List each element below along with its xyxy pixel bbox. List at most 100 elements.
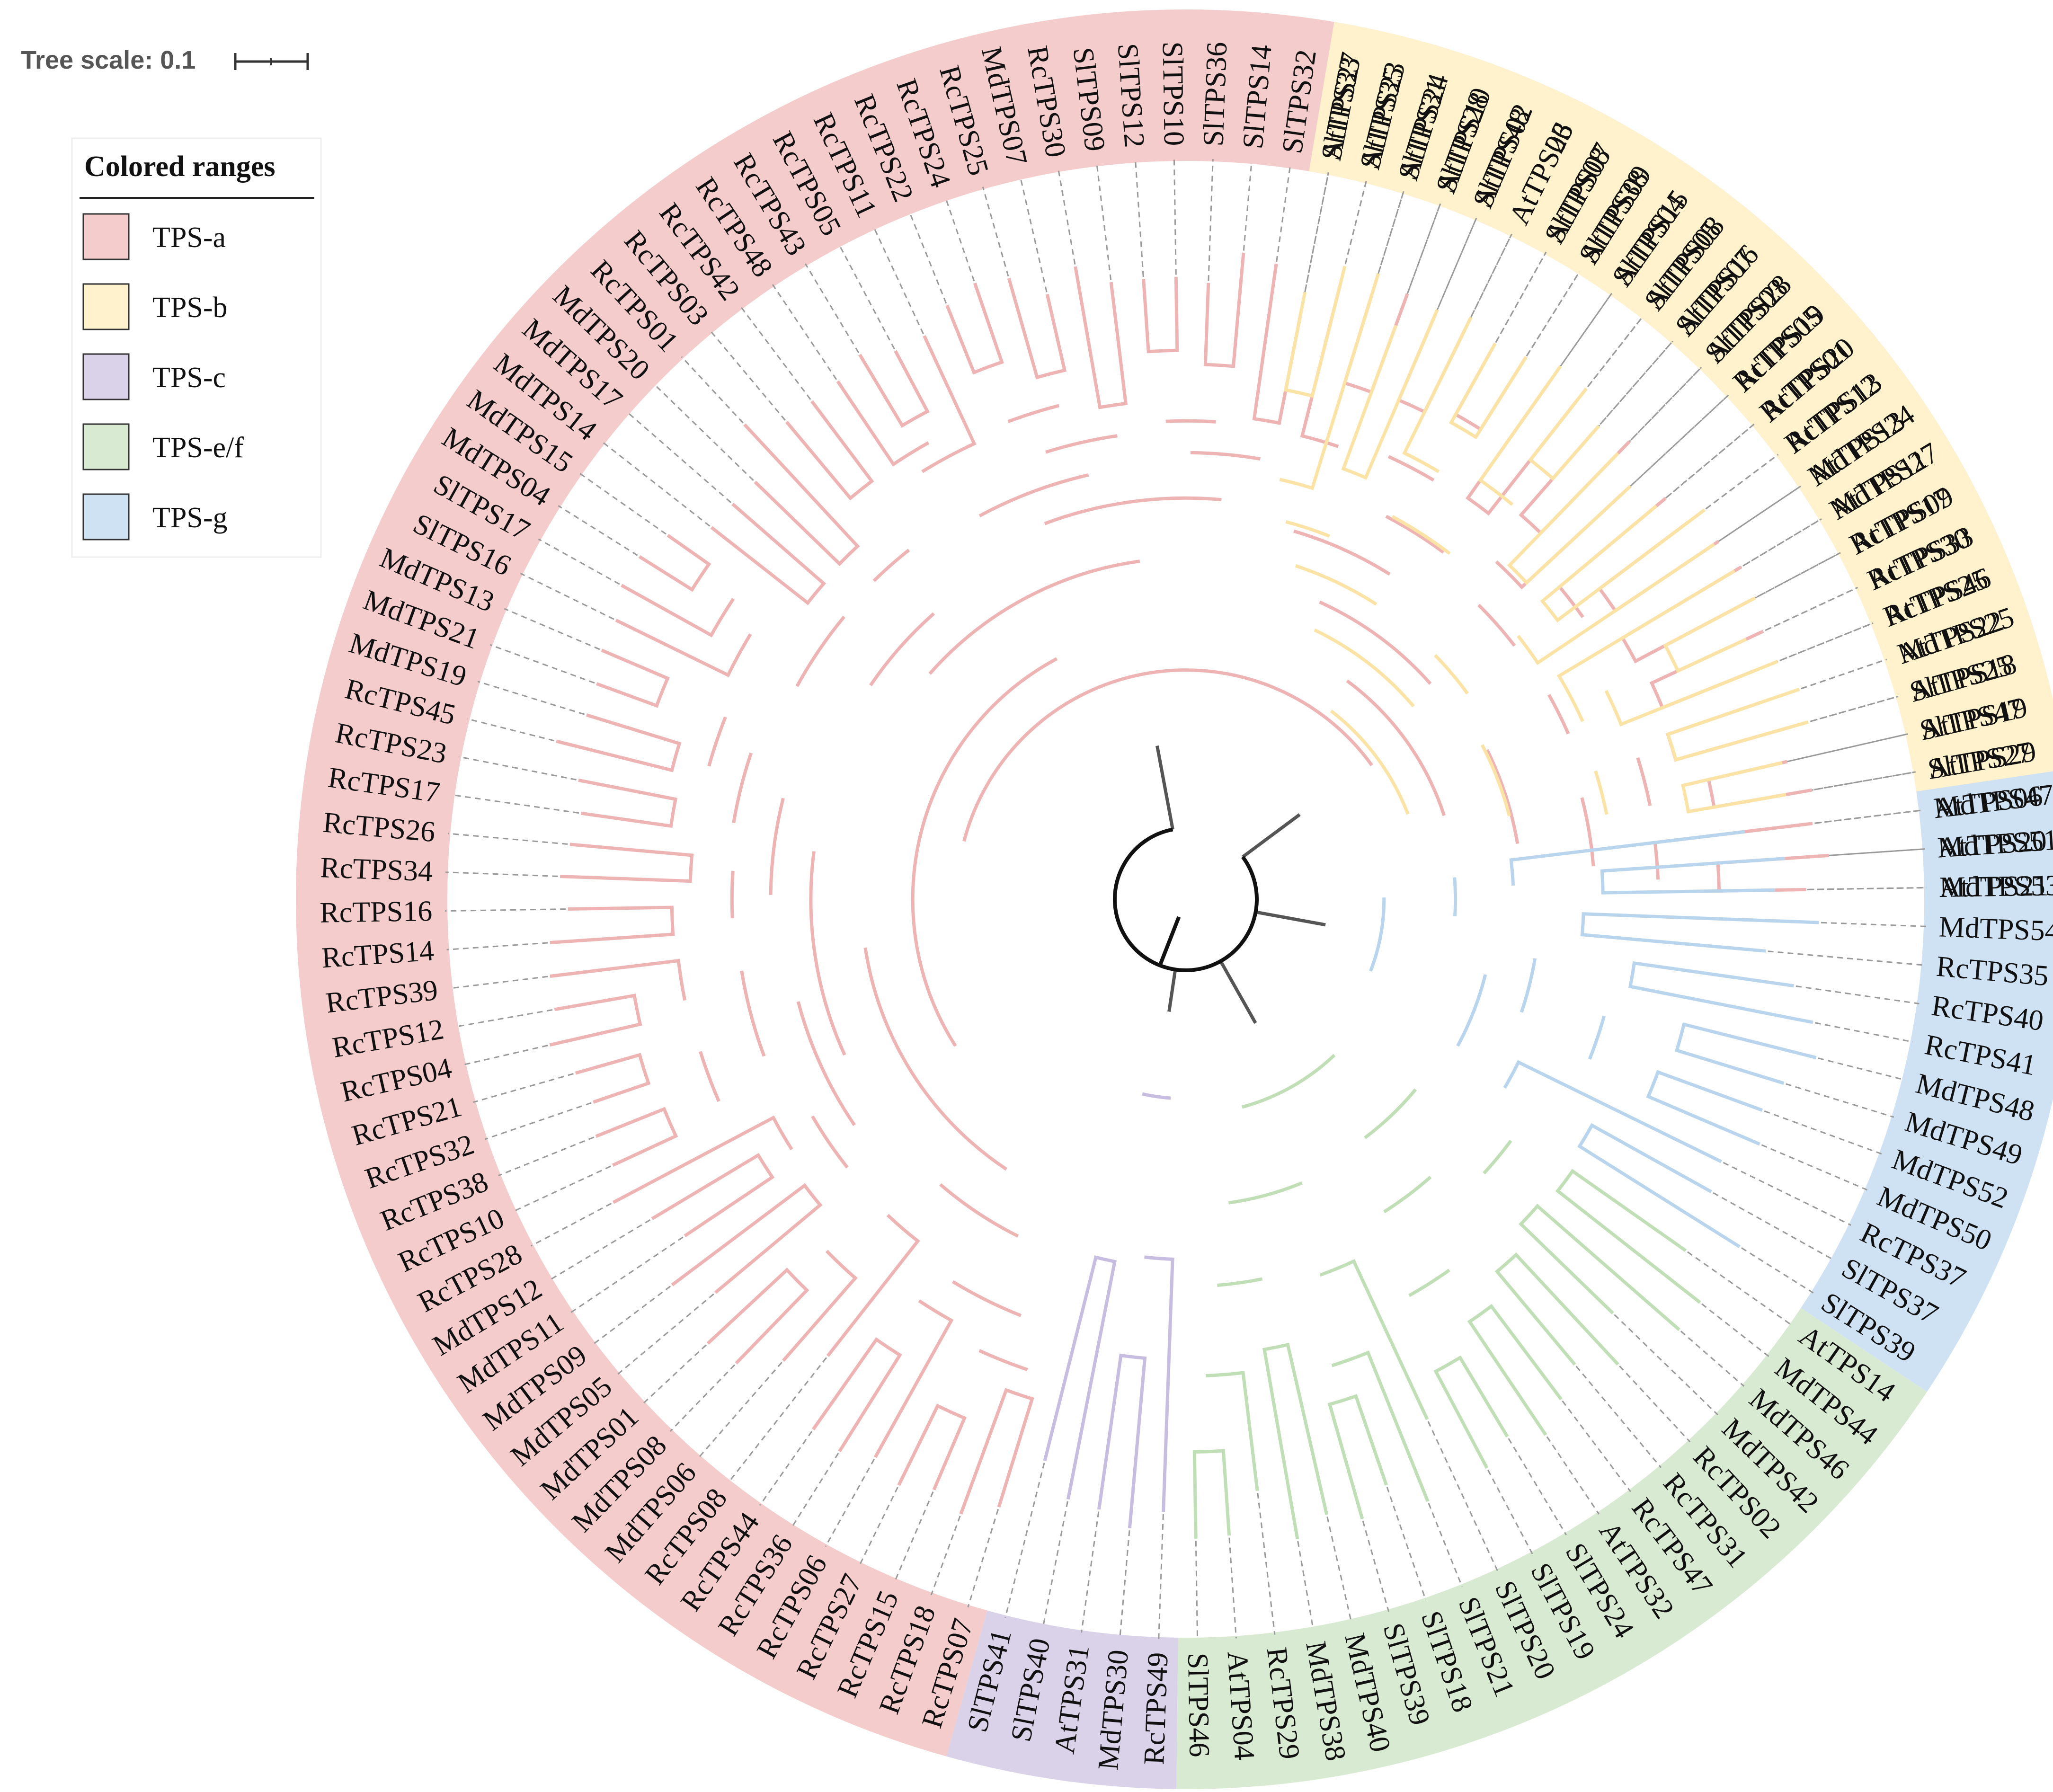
leaf-guide [1297, 1541, 1314, 1629]
branch-leaf [1646, 1094, 1760, 1146]
legend-item: TPS-e/f [82, 423, 244, 470]
branch-arc [911, 657, 1058, 1047]
branch-leaf [1066, 1260, 1117, 1500]
branch-arc [875, 1338, 901, 1357]
leaf-guide [1801, 658, 1887, 690]
tree-scale: Tree scale: 0.1 [21, 46, 309, 74]
branch-arc [1346, 679, 1446, 816]
branch-arc [1466, 497, 1490, 515]
branch-arc [1364, 1088, 1417, 1139]
branch-arc [809, 851, 846, 1056]
branch-arc [1600, 870, 1605, 893]
range-band-tps-c [946, 1610, 1178, 1789]
branch-leaf [1674, 720, 1809, 762]
branch-arc [1319, 600, 1432, 685]
branch-arc [730, 870, 735, 919]
legend-title: Colored ranges [84, 151, 276, 183]
leaf-guide [445, 871, 558, 877]
leaf-guide [1305, 172, 1329, 290]
branch-leaf [1590, 1123, 1712, 1193]
branch-arc [1468, 1304, 1493, 1323]
branch-arc [1477, 603, 1516, 647]
branch-leaf [684, 1175, 775, 1238]
branch-arc [918, 1299, 952, 1322]
branch-arc [1036, 368, 1065, 379]
branch-arc [1666, 734, 1678, 761]
branch-leaf [1351, 1259, 1429, 1420]
leaf-guide [1764, 1110, 1882, 1155]
leaf-guide [456, 1009, 553, 1028]
leaf-guide [489, 644, 595, 684]
branch-leaf [1681, 761, 1783, 788]
leaf-label: AtTPS04 [1221, 1650, 1261, 1761]
legend-label: TPS-e/f [152, 432, 244, 464]
branch-arc [1279, 478, 1313, 490]
branch-arc [806, 582, 825, 604]
leaf-guide [859, 1487, 898, 1565]
branch-leaf [1473, 356, 1528, 440]
branch-leaf [568, 905, 674, 911]
clade-stem [1167, 969, 1177, 1012]
leaf-guide [617, 1293, 714, 1375]
branch-leaf [1675, 638, 1747, 674]
leaf-guide [1326, 1517, 1352, 1622]
leaf-guide [1173, 159, 1177, 275]
branch-arc [796, 1001, 856, 1126]
branch-arc [1650, 682, 1664, 709]
branch-leaf [1458, 1355, 1509, 1438]
branch-leaf [754, 480, 842, 567]
branch-leaf [1045, 293, 1067, 373]
branch-arc [1588, 1015, 1606, 1060]
branch-leaf [601, 648, 670, 681]
branch-leaf [1582, 912, 1819, 924]
leaf-guide [602, 442, 711, 527]
branch-leaf [1007, 277, 1040, 380]
leaf-guide [1526, 271, 1580, 356]
leaf-guide [1821, 922, 1926, 927]
branch-arc [1646, 1071, 1660, 1098]
branch-leaf [1449, 342, 1497, 425]
branch-leaf [638, 555, 694, 592]
branch-leaf [1097, 1353, 1123, 1510]
branch-leaf [1555, 508, 1706, 623]
branch-leaf [621, 584, 714, 638]
branch-arc [669, 798, 677, 826]
leaf-guide [1386, 1487, 1427, 1601]
leaf-guide [448, 833, 568, 845]
branch-arc [849, 479, 873, 500]
branch-arc [1142, 1092, 1171, 1100]
leaf-guide [463, 1045, 548, 1065]
branch-arc [1217, 1277, 1263, 1287]
leaf-guide [825, 1458, 875, 1547]
branch-arc [1495, 560, 1523, 588]
branch-leaf [1433, 1369, 1489, 1469]
leaf-guide [930, 1516, 961, 1596]
branch-leaf [671, 1183, 807, 1286]
leaf-guide [513, 1165, 611, 1212]
leaf-guide [1614, 1314, 1718, 1416]
branch-arc [1479, 479, 1514, 506]
legend-items: TPS-a TPS-b TPS-c TPS-e/f TPS-g [82, 213, 244, 541]
branch-leaf [1353, 1394, 1388, 1486]
leaf-guide [698, 1362, 782, 1458]
branch-leaf [1666, 687, 1800, 736]
leaf-guide [446, 942, 548, 950]
branch-leaf [1540, 505, 1658, 603]
leaf-guide [1490, 251, 1547, 352]
leaf-guide [1815, 1022, 1913, 1043]
branch-leaf [1402, 316, 1473, 455]
branch-leaf [1128, 1356, 1147, 1528]
branch-arc [795, 615, 845, 687]
leaf-guide [550, 1219, 651, 1280]
branch-leaf [667, 534, 711, 567]
branch-leaf [923, 335, 977, 446]
branch-leaf [1632, 961, 1794, 988]
leaf-guide [1465, 233, 1512, 328]
tree-root [1158, 916, 1181, 967]
branch-arc [1302, 434, 1339, 448]
branch-arc [699, 1051, 720, 1102]
branch-arc [1314, 628, 1415, 708]
branch-leaf [651, 1153, 761, 1220]
branch-leaf [1327, 1402, 1364, 1519]
branch-leaf [612, 1115, 776, 1204]
